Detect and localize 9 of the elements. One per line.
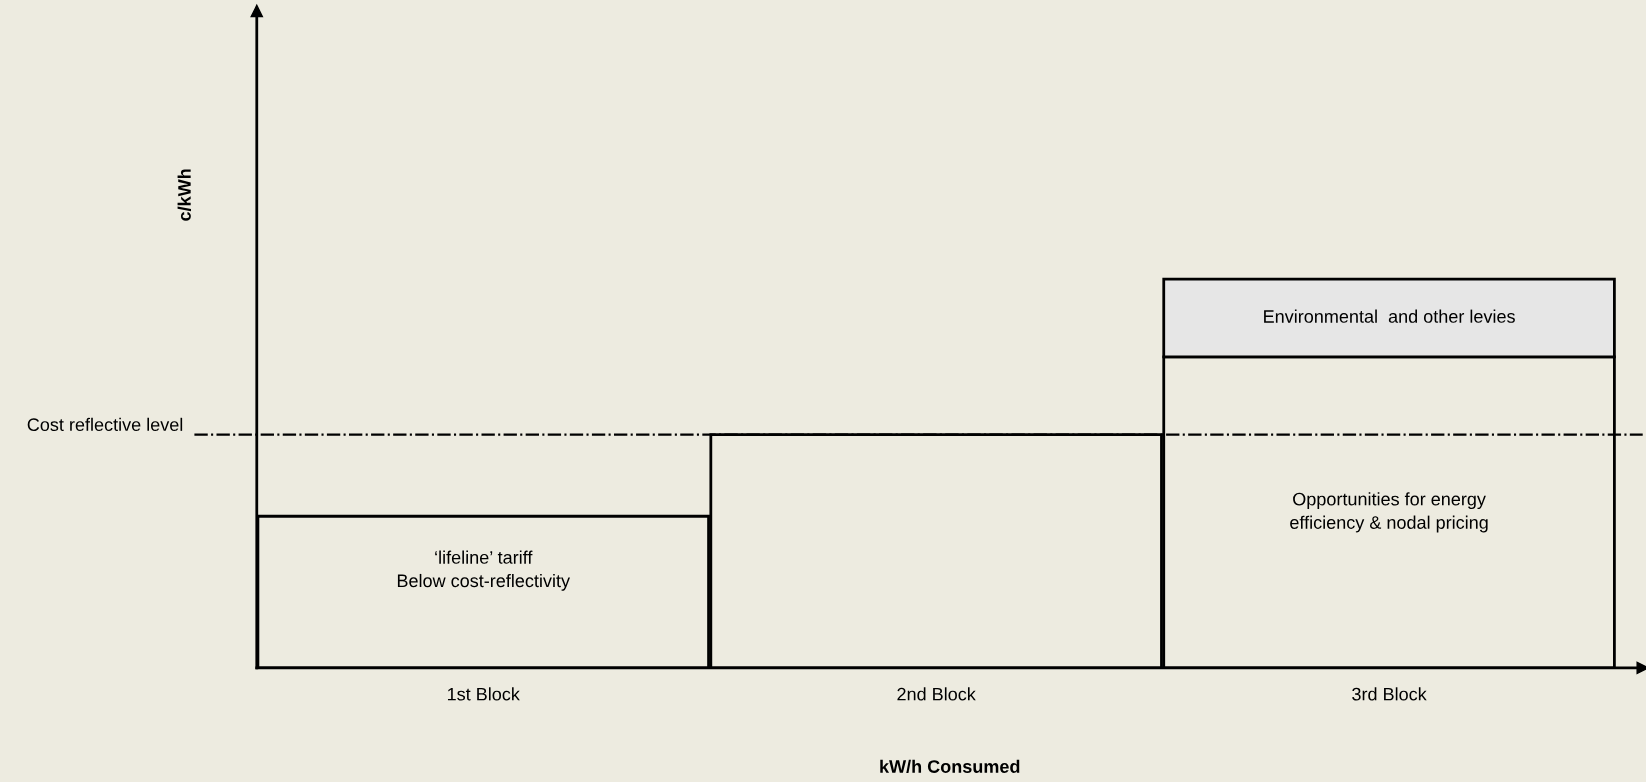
ref-line-label: Cost reflective level [27,417,183,432]
annotation: Opportunities for energy efficiency & nodal pricing [1290,492,1488,533]
y-axis-title: c/kWh [177,169,192,221]
x-tick-label: 1st Block [447,687,520,701]
x-tick-label: 3rd Block [1352,687,1427,701]
series-label: Environmental and other levies [1264,309,1515,323]
x-tick-label: 2nd Block [897,687,976,701]
annotation: ‘lifeline’ tariff Below cost-reflectivity [397,550,570,591]
x-axis-title: kW/h Consumed [880,759,1020,774]
